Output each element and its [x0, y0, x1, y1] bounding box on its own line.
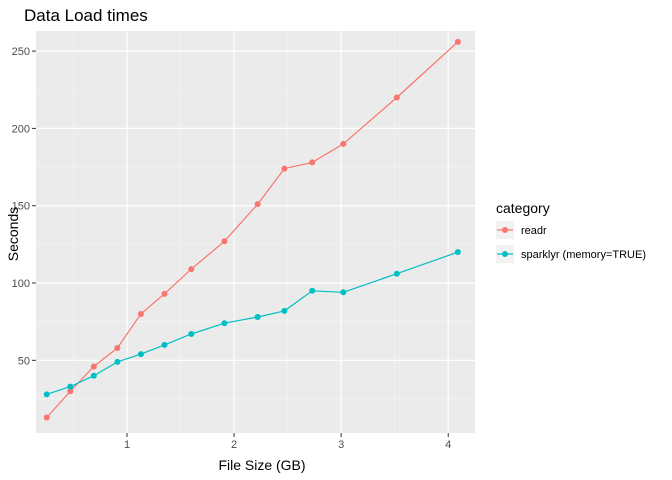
data-point: [188, 331, 195, 338]
x-tick-label: 3: [338, 439, 344, 451]
series-layer: [43, 38, 461, 421]
data-point: [281, 307, 288, 314]
data-point: [221, 320, 228, 327]
y-tick-label: 200: [12, 123, 30, 135]
data-point: [254, 201, 261, 208]
data-point: [454, 38, 461, 45]
data-point: [67, 383, 74, 390]
data-point: [137, 310, 144, 317]
y-axis-title: Seconds: [5, 207, 21, 261]
data-point: [114, 358, 121, 365]
data-point: [114, 344, 121, 351]
data-point: [137, 351, 144, 358]
series-line-0: [46, 41, 459, 418]
plot-panel: [36, 31, 475, 433]
y-tick-label: 150: [12, 201, 30, 213]
data-point: [43, 414, 50, 421]
y-tick-label: 100: [12, 278, 30, 290]
data-point: [188, 266, 195, 273]
data-point: [161, 341, 168, 348]
data-point: [90, 363, 97, 370]
legend-key-point: [502, 227, 508, 233]
data-point: [340, 140, 347, 147]
data-point: [340, 289, 347, 296]
y-tick-label: 50: [18, 355, 30, 367]
data-point: [221, 238, 228, 245]
x-tick-label: 4: [445, 439, 451, 451]
legend: category readr sparklyr (memory=TRUE): [496, 200, 646, 263]
data-point: [454, 249, 461, 256]
chart-title: Data Load times: [24, 6, 148, 25]
data-point: [254, 314, 261, 321]
data-point: [90, 372, 97, 379]
data-point: [67, 388, 74, 395]
x-tick-label: 2: [231, 439, 237, 451]
data-point: [393, 270, 400, 277]
legend-label: readr: [521, 225, 547, 237]
y-tick-label: 250: [12, 46, 30, 58]
x-axis-title: File Size (GB): [218, 457, 305, 473]
axes: 1 2 3 4 50 100 150 200 250: [12, 46, 452, 451]
legend-title: category: [496, 200, 550, 216]
x-tick-label: 1: [124, 439, 130, 451]
data-point: [43, 391, 50, 398]
data-point: [309, 159, 316, 166]
legend-key-point: [502, 251, 508, 257]
legend-label: sparklyr (memory=TRUE): [521, 249, 646, 261]
data-point: [393, 94, 400, 101]
data-point: [281, 165, 288, 172]
panel-background: [36, 31, 475, 433]
data-point: [161, 290, 168, 297]
series-line-1: [46, 251, 459, 395]
data-point: [309, 287, 316, 294]
